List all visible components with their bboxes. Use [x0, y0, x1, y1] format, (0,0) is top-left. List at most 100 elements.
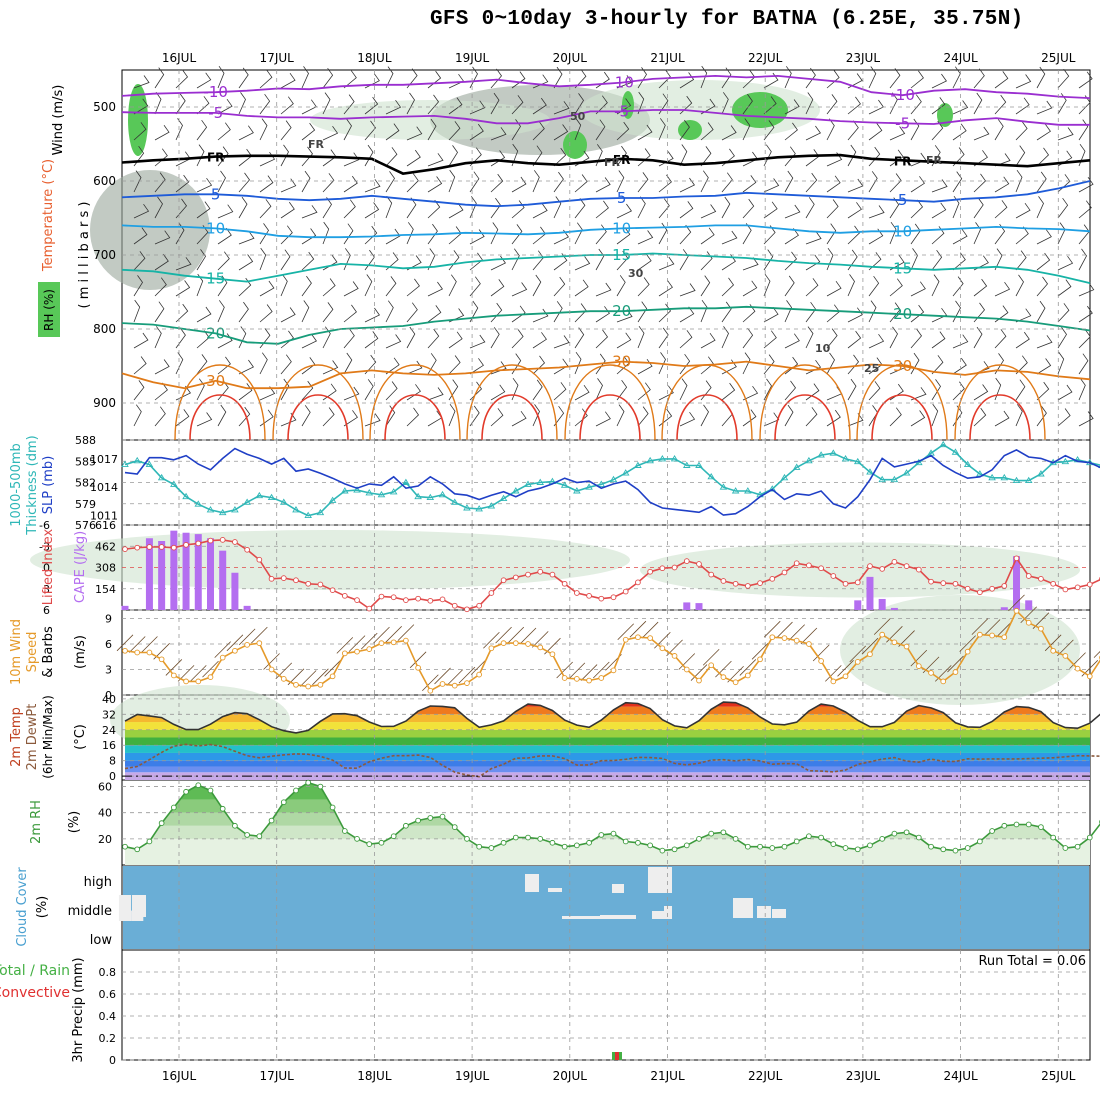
wind-barb [196, 354, 208, 375]
wind-speed-point [879, 631, 886, 638]
wind-barb [784, 380, 797, 401]
rh-high-shading [563, 131, 587, 159]
rh-point [134, 846, 141, 853]
wind-barb [868, 275, 880, 297]
wind-barb [595, 411, 611, 427]
wind-speed-point [293, 681, 299, 688]
wind-barb [448, 145, 458, 167]
wind-barb [763, 120, 775, 141]
wind-barb [133, 251, 146, 271]
wind-barb [511, 119, 521, 141]
wind-barb [196, 72, 212, 89]
wind-barb [616, 379, 628, 401]
wind-barb [721, 125, 737, 141]
y-axis-label: 2m Temp [9, 707, 24, 767]
rh-point [915, 834, 922, 841]
wind-barb [868, 205, 885, 219]
rh-shading [840, 595, 1080, 705]
isotherm-warm-core [287, 394, 349, 441]
wind-barb [490, 384, 506, 401]
slp-point [279, 498, 288, 505]
wind-barb [154, 172, 166, 193]
wind-barb [259, 304, 273, 323]
wind-barb [763, 306, 779, 323]
wind-barb [805, 326, 814, 349]
wind-barb [1015, 250, 1027, 271]
cloud-patch [525, 874, 539, 892]
lifted-index-point [451, 602, 458, 609]
wind-barb [1036, 100, 1053, 115]
rh-point [744, 843, 751, 850]
wind-barb [196, 249, 206, 271]
wind-barb [1036, 196, 1044, 219]
wind-barb [812, 644, 830, 662]
wind-barb [385, 99, 402, 115]
wind-barb [343, 175, 358, 193]
rh-point [903, 829, 910, 836]
wind-barb [196, 96, 210, 115]
lifted-index-point [757, 580, 763, 586]
lifted-index-point [122, 546, 128, 552]
wind-barb [763, 378, 772, 401]
rh-point [354, 835, 360, 842]
lifted-index-point [720, 578, 727, 584]
wind-barb [805, 92, 814, 115]
wind-barb [385, 405, 396, 427]
wind-barb [931, 97, 946, 115]
wind-barb [861, 637, 879, 655]
wind-barb [490, 327, 500, 349]
wind-barb [1036, 405, 1047, 427]
wind-barb [805, 125, 822, 141]
wind-barb [637, 124, 653, 141]
isotherm-label: 20 [893, 305, 912, 323]
wind-barb [226, 634, 244, 652]
wind-barb [700, 65, 708, 89]
wind-barb [805, 231, 822, 245]
rh-point [671, 846, 678, 853]
wind-barb [658, 174, 672, 193]
wind-speed-point [769, 634, 776, 641]
isotherm-warm-ring [466, 364, 558, 441]
wind-barb [259, 352, 268, 375]
rh-point [171, 804, 177, 811]
y-axis-label: Cloud Cover [15, 867, 30, 947]
wind-barb [616, 332, 632, 349]
wind-speed-point [915, 663, 922, 669]
date-label-bottom: 25JUL [1041, 1069, 1076, 1083]
wind-barb [700, 227, 715, 245]
wind-barb [637, 406, 649, 427]
wind-barb [973, 326, 983, 349]
wind-barb [721, 92, 729, 115]
slp-point [939, 440, 948, 448]
wind-barb [448, 169, 456, 193]
wind-barb [700, 170, 709, 193]
wind-speed-point [622, 636, 629, 643]
lifted-index-point [622, 588, 629, 595]
lifted-index-point [842, 580, 849, 587]
y-tick-label: 0 [105, 689, 112, 702]
rh-line [124, 781, 1100, 852]
slp-point [377, 490, 386, 498]
wind-speed-point [341, 650, 348, 657]
wind-barb [385, 381, 398, 401]
isotherm-warm-core [676, 394, 738, 441]
y-tick-label: -3 [39, 540, 50, 553]
isotherm-label: 10 [206, 219, 225, 237]
wind-barb [784, 170, 794, 193]
rh-shading [90, 170, 210, 290]
wind-barb [873, 618, 891, 635]
wind-barb [1015, 355, 1028, 375]
wind-barb [1078, 411, 1094, 427]
y-tick-label-right: 308 [95, 562, 116, 575]
wind-barb [805, 172, 818, 193]
wind-barb [973, 222, 981, 245]
wind-barb [826, 280, 842, 297]
wind-speed-point [598, 675, 605, 681]
slp-point [304, 511, 312, 519]
wind-barb [637, 358, 653, 375]
rh-point [439, 813, 446, 820]
lifted-index-point [793, 560, 800, 567]
rh-point [598, 832, 605, 838]
rh-point [1086, 834, 1093, 841]
wind-barb [427, 94, 440, 115]
